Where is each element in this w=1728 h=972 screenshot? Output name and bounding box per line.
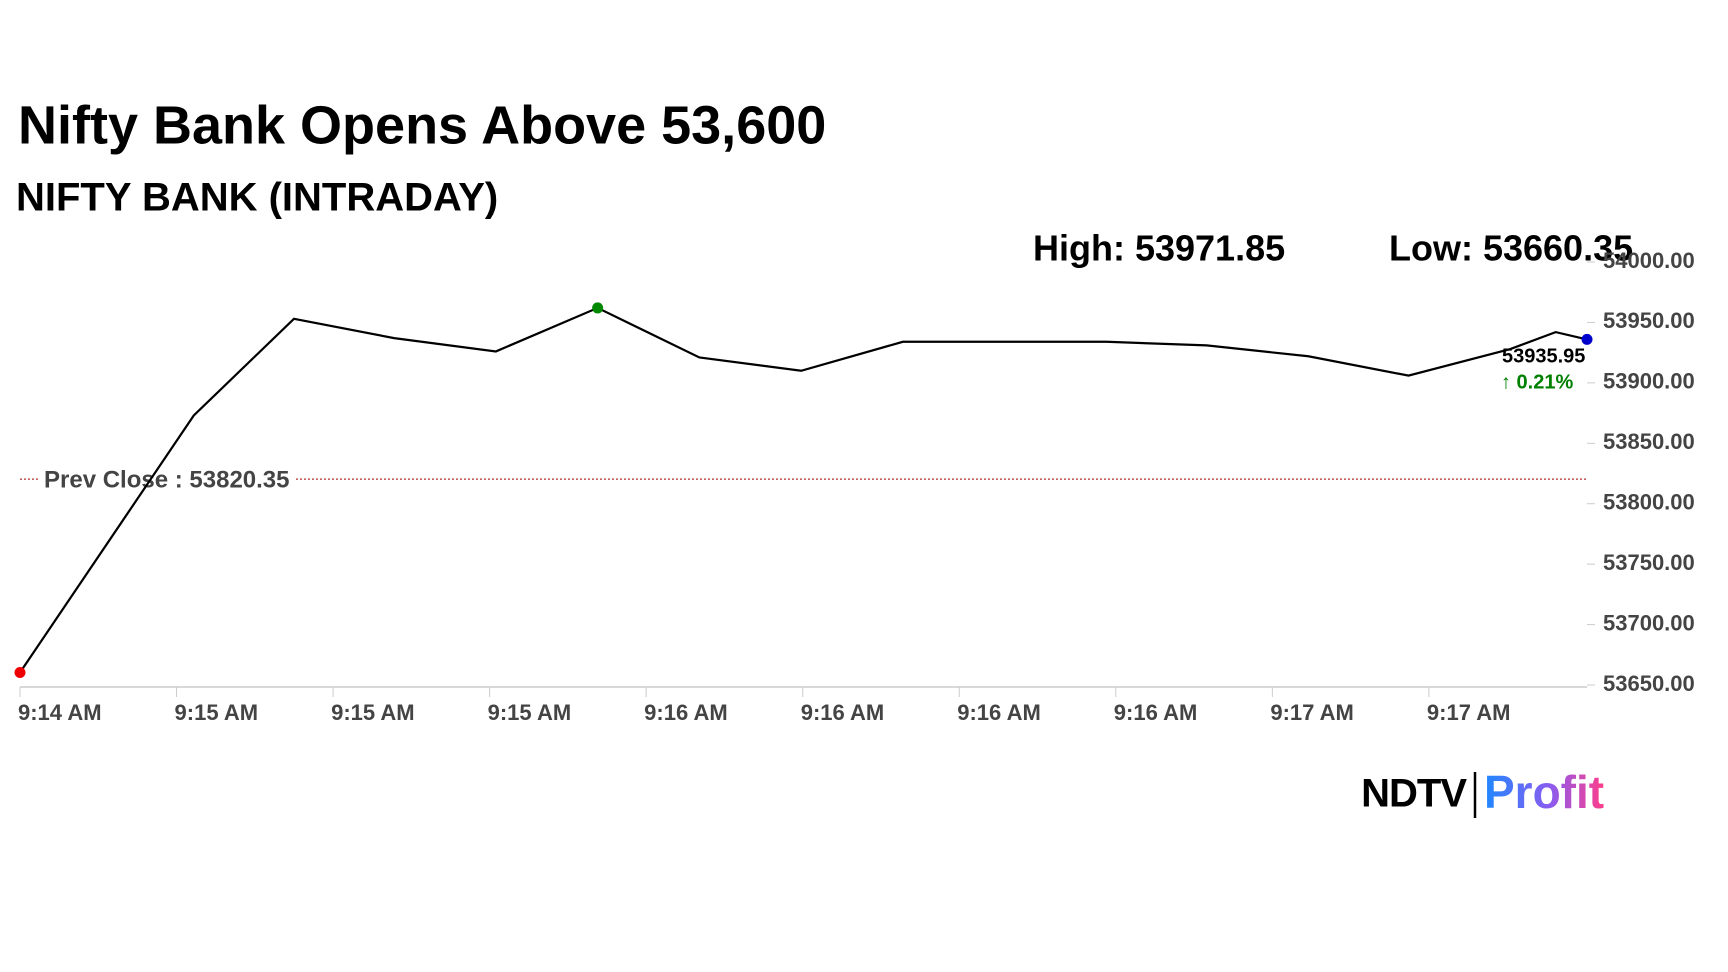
point-marker [592, 302, 604, 314]
reference-label: Prev Close : 53820.35 [44, 466, 290, 493]
change-label: ↑ 0.21% [1501, 372, 1573, 394]
y-tick-label: 53750.00 [1603, 550, 1695, 575]
x-tick-label: 9:16 AM [801, 700, 885, 725]
y-tick-label: 53650.00 [1603, 671, 1695, 696]
y-tick-label: 53800.00 [1603, 490, 1695, 515]
x-tick-label: 9:15 AM [488, 700, 572, 725]
x-tick-label: 9:16 AM [644, 700, 728, 725]
brand-right: Profit [1484, 766, 1604, 818]
x-tick-label: 9:16 AM [1114, 700, 1198, 725]
reference-label-bg [38, 464, 296, 496]
low-text: Low: 53660.35 [1389, 228, 1633, 269]
x-tick-label: 9:17 AM [1270, 700, 1354, 725]
chart-subtitle: NIFTY BANK (INTRADAY) [16, 176, 498, 220]
brand-left: NDTV [1361, 772, 1467, 816]
y-tick-label: 53700.00 [1603, 610, 1695, 635]
point-marker [1581, 333, 1593, 345]
point-marker [14, 666, 26, 678]
y-tick-label: 54000.00 [1603, 248, 1695, 273]
last-value-label: 53935.95 [1502, 346, 1585, 368]
x-tick-label: 9:15 AM [331, 700, 415, 725]
high-text: High: 53971.85 [1033, 228, 1285, 269]
line [19, 306, 1588, 674]
x-tick-label: 9:14 AM [18, 700, 102, 725]
y-tick-label: 53850.00 [1603, 429, 1695, 454]
y-tick-label: 53900.00 [1603, 369, 1695, 394]
x-tick-label: 9:17 AM [1427, 700, 1511, 725]
x-tick-label: 9:16 AM [957, 700, 1041, 725]
x-tick-label: 9:15 AM [175, 700, 259, 725]
chart-title: Nifty Bank Opens Above 53,600 [18, 95, 826, 155]
y-tick-label: 53950.00 [1603, 308, 1695, 333]
